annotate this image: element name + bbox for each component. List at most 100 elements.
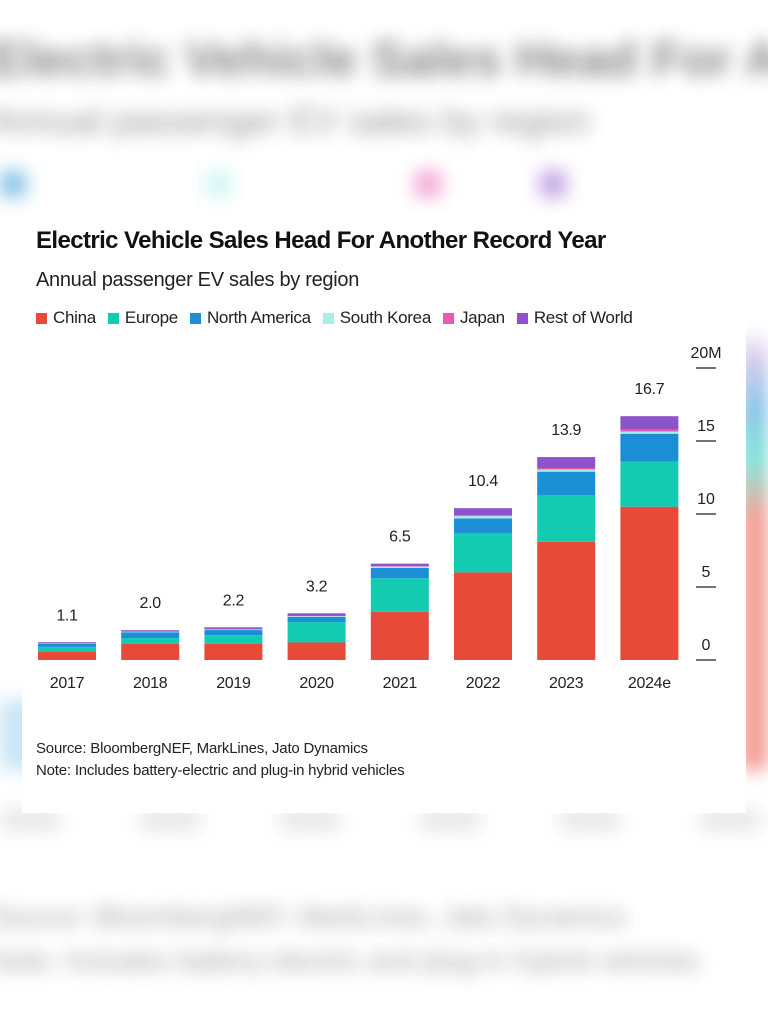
bar-segment-china-2021 <box>370 611 429 660</box>
x-tick-label-2023: 2023 <box>549 675 584 692</box>
legend-swatch-japan <box>442 312 454 324</box>
legend-item-rest-of-world: Rest of World <box>516 308 633 328</box>
x-tick-label-2017: 2017 <box>50 675 85 692</box>
bar-segment-europe-2018 <box>121 638 180 644</box>
legend-item-south-korea: South Korea <box>322 308 432 328</box>
legend-item-north-america: North America <box>189 308 311 328</box>
backdrop-legend <box>0 165 768 205</box>
legend-label-china: China <box>53 308 96 327</box>
legend-swatch-rest-of-world <box>516 312 528 324</box>
bar-segment-china-2019 <box>204 643 263 660</box>
bar-segment-rest-of-world-2022 <box>454 508 512 516</box>
legend-swatch-china <box>36 312 47 324</box>
legend-item-japan: Japan <box>442 308 505 328</box>
x-tick-label-2020: 2020 <box>299 675 334 692</box>
x-tick-label-2021: 2021 <box>383 675 418 692</box>
chart-card: Electric Vehicle Sales Head For Another … <box>22 213 746 813</box>
bar-segment-japan-2019 <box>204 628 263 630</box>
bar-segment-europe-2024e <box>620 461 679 507</box>
backdrop-title: Electric Vehicle Sales Head For Another … <box>0 31 768 87</box>
chart-subtitle: Annual passenger EV sales by region <box>36 269 360 291</box>
bar-segment-china-2017 <box>38 651 96 660</box>
bar-segment-north-america-2024e <box>620 433 679 462</box>
bar-segment-europe-2022 <box>454 532 512 573</box>
stacked-bar-chart: 1.1 2017 2.0 2018 2.2 2019 3.2 2020 6.5 2021 10.4 2… <box>38 345 722 692</box>
y-tick-label-20: 20M <box>690 345 721 362</box>
x-tick-label-2019: 2019 <box>216 675 251 692</box>
bar-segment-rest-of-world-2018 <box>121 630 180 632</box>
legend-label-europe: Europe <box>124 308 178 327</box>
total-label-2019: 2.2 <box>223 592 245 609</box>
total-label-2024e: 16.7 <box>634 381 664 398</box>
total-label-2020: 3.2 <box>306 578 328 595</box>
bar-segment-south-korea-2024e <box>620 431 679 434</box>
bar-segment-north-america-2018 <box>121 632 180 639</box>
total-label-2022: 10.4 <box>468 473 498 490</box>
bar-segment-south-korea-2023 <box>537 469 596 472</box>
bar-segment-rest-of-world-2017 <box>38 642 96 643</box>
total-label-2017: 1.1 <box>56 607 78 624</box>
bar-segment-japan-2017 <box>38 642 96 644</box>
backdrop-subtitle: Annual passenger EV sales by region <box>0 100 591 141</box>
total-label-2023: 13.9 <box>551 422 581 439</box>
bar-segment-europe-2023 <box>537 495 596 542</box>
total-label-2021: 6.5 <box>389 529 411 546</box>
bar-segment-south-korea-2019 <box>204 629 263 631</box>
chart-title: Electric Vehicle Sales Head For Another … <box>36 227 606 254</box>
legend-label-north-america: North America <box>206 308 311 327</box>
footnote: Note: Includes battery-electric and plug… <box>36 762 405 779</box>
bar-segment-japan-2020 <box>287 615 346 617</box>
bar-segment-rest-of-world-2024e <box>620 416 679 430</box>
y-tick-label-5: 5 <box>702 564 711 581</box>
bar-segment-south-korea-2020 <box>287 616 346 617</box>
bar-segment-japan-2021 <box>370 565 429 567</box>
total-label-2018: 2.0 <box>140 595 162 612</box>
bar-segment-rest-of-world-2020 <box>287 613 346 616</box>
x-tick-label-2024e: 2024e <box>628 675 671 692</box>
backdrop-swatch <box>540 171 566 197</box>
bar-segment-china-2022 <box>454 572 512 660</box>
source-note: Source: BloombergNEF, MarkLines, Jato Dy… <box>36 740 368 757</box>
bar-segment-europe-2019 <box>204 635 263 644</box>
y-tick-label-15: 15 <box>697 418 715 435</box>
legend-swatch-europe <box>107 312 119 324</box>
bar-segment-north-america-2022 <box>454 518 512 533</box>
bar-segment-north-america-2023 <box>537 471 596 496</box>
backdrop-swatch <box>205 171 231 197</box>
legend-swatch-south-korea <box>322 312 334 324</box>
bar-segment-rest-of-world-2019 <box>204 627 263 629</box>
bar-segment-china-2020 <box>287 642 346 660</box>
y-tick-label-0: 0 <box>702 637 711 654</box>
bar-segment-south-korea-2021 <box>370 566 429 569</box>
bar-segment-china-2024e <box>620 506 679 660</box>
backdrop-note: Note: Includes battery-electric and plug… <box>0 945 700 976</box>
backdrop-ticks <box>0 810 768 830</box>
legend-item-europe: Europe <box>107 308 178 328</box>
legend-label-japan: Japan <box>459 308 505 327</box>
bar-segment-japan-2023 <box>537 468 596 470</box>
bar-segment-north-america-2020 <box>287 616 346 623</box>
legend-item-china: China <box>36 308 96 328</box>
backdrop-swatch <box>415 171 441 197</box>
bar-segment-europe-2021 <box>370 578 429 612</box>
bar-segment-europe-2020 <box>287 622 346 643</box>
bar-segment-japan-2024e <box>620 429 679 432</box>
bar-segment-north-america-2019 <box>204 630 263 636</box>
x-tick-label-2018: 2018 <box>133 675 168 692</box>
bar-segment-south-korea-2018 <box>121 631 180 633</box>
bar-segment-rest-of-world-2021 <box>370 563 429 566</box>
bar-segment-china-2023 <box>537 541 596 660</box>
bar-segment-china-2018 <box>121 643 180 660</box>
backdrop-swatch <box>0 171 26 197</box>
bar-segment-south-korea-2022 <box>454 516 512 519</box>
y-tick-label-10: 10 <box>697 491 715 508</box>
legend-label-rest-of-world: Rest of World <box>533 308 633 327</box>
bar-segment-north-america-2017 <box>38 643 96 647</box>
bar-segment-japan-2018 <box>121 631 180 632</box>
legend-label-south-korea: South Korea <box>339 308 432 327</box>
backdrop-footnote: Source: BloombergNEF, MarkLines, Jato Dy… <box>0 895 700 983</box>
legend-swatch-north-america <box>189 312 201 324</box>
x-tick-label-2022: 2022 <box>466 675 501 692</box>
chart-legend: China Europe North America South Korea Japan… <box>36 308 645 328</box>
